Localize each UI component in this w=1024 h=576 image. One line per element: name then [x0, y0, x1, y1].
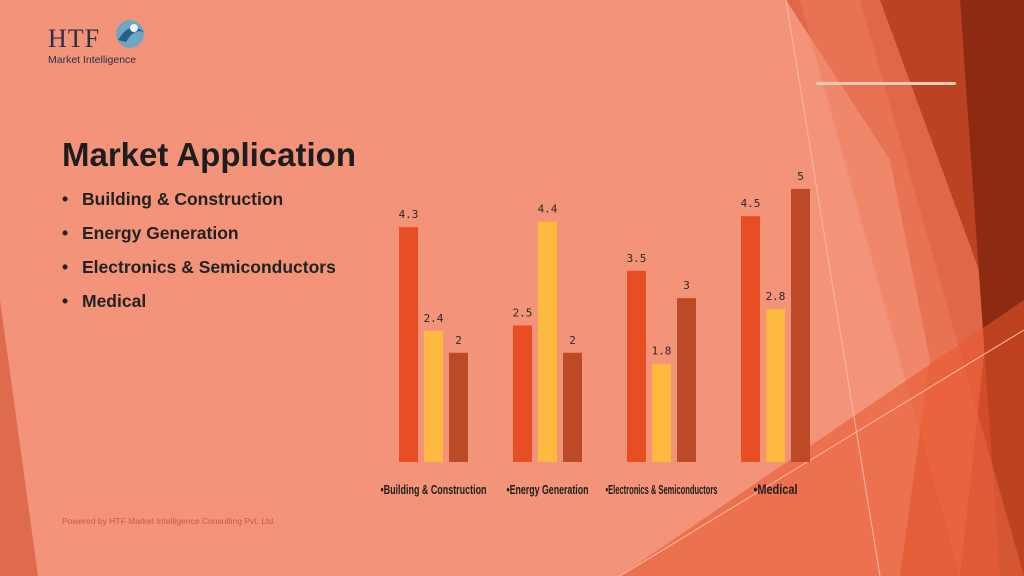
category-label: •Electronics & Semiconductors [606, 483, 718, 497]
category-label: •Medical [754, 481, 798, 497]
bar-s3-c3 [677, 298, 696, 462]
application-list: • Building & Construction • Energy Generat… [62, 186, 336, 322]
data-label: 2.5 [513, 306, 533, 319]
data-label: 3 [683, 279, 690, 292]
logo-brand: HTF [48, 24, 101, 53]
list-item: • Electronics & Semiconductors [62, 257, 336, 277]
footer-credit: Powered by HTF Market Intelligence Consu… [62, 516, 276, 526]
data-label: 4.5 [741, 197, 761, 210]
bar-s1-c4 [741, 216, 760, 462]
bar-s1-c3 [627, 270, 646, 462]
category-label: •Building & Construction [381, 483, 487, 497]
data-label: 2.4 [424, 312, 444, 325]
list-item: • Energy Generation [62, 223, 239, 243]
list-item-label: Electronics & Semiconductors [82, 257, 336, 277]
data-label: 4.3 [399, 208, 419, 221]
bar-s1-c1 [399, 227, 418, 462]
bar-s1-c2 [513, 325, 532, 462]
data-label: 1.8 [652, 345, 672, 358]
list-item-label: Energy Generation [82, 223, 239, 243]
slide-title: Market Application [62, 136, 356, 173]
bar-s3-c1 [449, 352, 468, 462]
bar-s2-c2 [538, 221, 557, 462]
list-item-label: Medical [82, 291, 147, 311]
logo-mark-icon [116, 20, 144, 48]
company-logo: HTF Market Intelligence [46, 14, 156, 70]
list-item: • Building & Construction [62, 189, 284, 209]
logo-tagline: Market Intelligence [48, 54, 137, 66]
category-label: •Energy Generation [507, 483, 589, 497]
data-label: 3.5 [627, 252, 647, 265]
bar-s3-c4 [791, 188, 810, 462]
bar-s2-c4 [766, 309, 785, 462]
data-label: 2 [569, 334, 576, 347]
data-label: 4.4 [538, 203, 558, 216]
data-label: 2 [455, 334, 462, 347]
data-label: 5 [797, 170, 804, 183]
decorative-line [816, 82, 956, 85]
bar-s3-c2 [563, 352, 582, 462]
list-item: • Medical [62, 291, 147, 311]
data-label: 2.8 [766, 290, 786, 303]
list-item-label: Building & Construction [82, 189, 284, 209]
bar-s2-c1 [424, 330, 443, 462]
bar-s2-c3 [652, 363, 671, 462]
